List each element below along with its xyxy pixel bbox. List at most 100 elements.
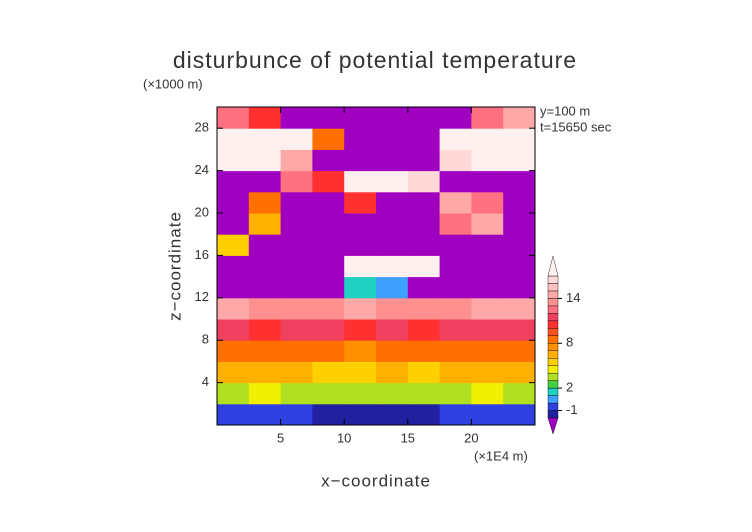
colorbar-segment	[547, 358, 559, 366]
cell	[471, 170, 504, 193]
x-tick-label: 10	[337, 430, 351, 445]
cell	[471, 234, 504, 256]
cell	[407, 340, 441, 362]
colorbar-segment	[547, 320, 559, 329]
cell	[503, 403, 536, 426]
cell	[439, 403, 472, 426]
cell	[439, 149, 472, 172]
cell	[376, 128, 409, 150]
cell	[503, 170, 536, 193]
cell	[217, 319, 250, 341]
cell	[248, 319, 282, 341]
cell	[376, 297, 409, 320]
cell	[312, 191, 345, 214]
y-tick-label: 16	[195, 247, 209, 262]
colorbar-segment	[547, 305, 559, 314]
cell	[280, 213, 313, 235]
cell	[471, 107, 504, 129]
cell	[312, 382, 345, 405]
cell	[376, 276, 409, 299]
cell	[217, 149, 250, 172]
cell	[503, 340, 536, 362]
cell	[312, 276, 345, 299]
cell	[376, 319, 409, 341]
cell	[312, 234, 345, 256]
cell	[312, 319, 345, 341]
cell	[312, 213, 345, 235]
cell	[439, 107, 472, 129]
cell	[344, 191, 377, 214]
cell	[503, 255, 536, 278]
colorbar-segment	[547, 313, 559, 322]
cell	[407, 234, 441, 256]
cell	[344, 297, 377, 320]
cell	[344, 340, 377, 362]
cell	[280, 234, 313, 256]
y-tick-label: 24	[195, 162, 209, 177]
cell	[439, 213, 472, 235]
colorbar-tick-label: 8	[566, 335, 573, 350]
cell	[376, 234, 409, 256]
cell	[503, 297, 536, 320]
cell	[471, 255, 504, 278]
cell	[407, 297, 441, 320]
cell	[407, 361, 441, 384]
cell	[503, 107, 536, 129]
cell	[248, 191, 282, 214]
cell	[439, 234, 472, 256]
cell	[344, 170, 377, 193]
y-tick-label: 8	[202, 332, 209, 347]
cell	[503, 213, 536, 235]
y-tick-label: 20	[195, 204, 209, 219]
cell	[248, 382, 282, 405]
cell	[376, 403, 409, 426]
y-axis-label: z−coordinate	[165, 211, 184, 321]
cell	[248, 107, 282, 129]
colorbar-tick-label: -1	[566, 402, 578, 417]
cell	[280, 319, 313, 341]
cell	[503, 361, 536, 384]
cell	[217, 340, 250, 362]
colorbar-segment	[547, 335, 559, 344]
cell	[503, 276, 536, 299]
cell	[471, 276, 504, 299]
cell	[280, 170, 313, 193]
colorbar-segment	[547, 343, 559, 351]
cell	[344, 319, 377, 341]
cell	[312, 170, 345, 193]
x-tick-label: 15	[401, 430, 415, 445]
y-tick-label: 4	[202, 374, 209, 389]
colorbar-segment	[547, 395, 559, 404]
colorbar-segment	[547, 365, 559, 374]
cell	[217, 191, 250, 214]
cell	[280, 107, 313, 129]
cell	[439, 128, 472, 150]
cell	[217, 234, 250, 256]
cell	[344, 128, 377, 150]
cell	[248, 213, 282, 235]
cell	[344, 361, 377, 384]
colorbar-segment	[547, 402, 559, 411]
cell	[280, 191, 313, 214]
cell	[344, 382, 377, 405]
cell	[312, 361, 345, 384]
cell	[344, 213, 377, 235]
cell	[217, 107, 250, 129]
cell	[471, 340, 504, 362]
cell	[344, 107, 377, 129]
cell	[407, 382, 441, 405]
cell	[376, 340, 409, 362]
cell	[471, 213, 504, 235]
colorbar-tick-label: 2	[566, 380, 573, 395]
cell	[407, 403, 441, 426]
cell	[503, 319, 536, 341]
cell	[439, 382, 472, 405]
cell	[439, 340, 472, 362]
cell	[248, 276, 282, 299]
cell	[407, 276, 441, 299]
chart-title: disturbunce of potential temperature	[173, 47, 577, 73]
cell	[503, 234, 536, 256]
x-tick-label: 20	[464, 430, 478, 445]
colorbar-extend-low	[547, 417, 559, 435]
